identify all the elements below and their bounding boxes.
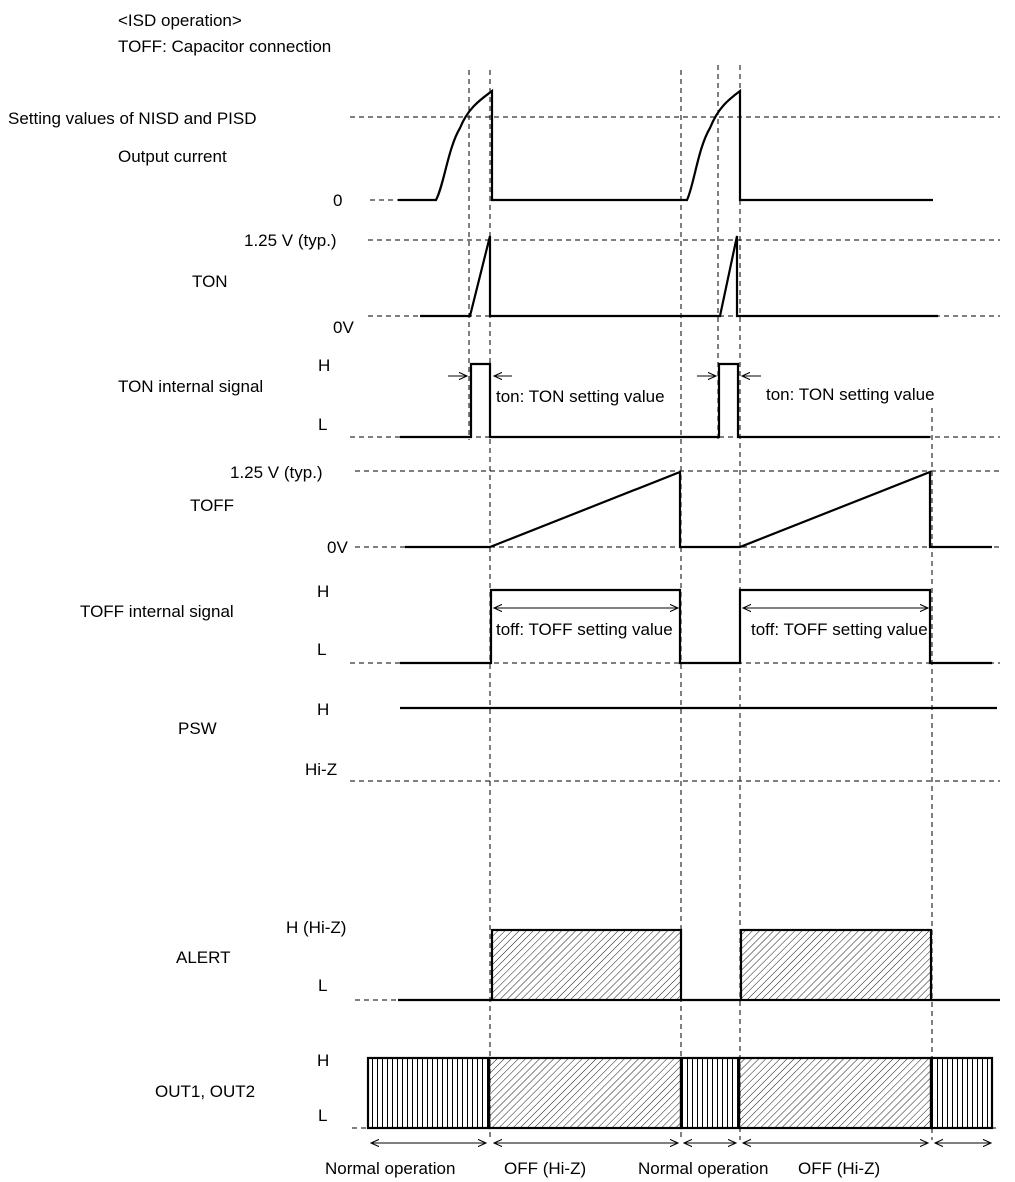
ton-internal-low-label: L	[318, 415, 327, 434]
diagram-subtitle: TOFF: Capacitor connection	[118, 37, 331, 56]
diagram-title: <ISD operation>	[118, 11, 242, 30]
alert-low-label: L	[318, 976, 327, 995]
out-normal-block-1	[366, 1056, 491, 1130]
out-high-label: H	[317, 1051, 329, 1070]
phase-label-off-1: OFF (Hi-Z)	[504, 1159, 586, 1178]
ton-label: TON	[192, 272, 228, 291]
alert-hiz-block-2	[739, 928, 933, 1002]
toff-annotation-2: toff: TOFF setting value	[751, 620, 928, 639]
ton-annotation-2: ton: TON setting value	[766, 385, 935, 404]
ton-internal-waveform	[400, 362, 930, 439]
ton-internal-trace: H TON internal signal L ton: TON setting…	[118, 356, 1000, 439]
alert-hiz-block-1	[490, 928, 683, 1002]
phase-label-off-2: OFF (Hi-Z)	[798, 1159, 880, 1178]
toff-label: TOFF	[190, 496, 234, 515]
output-current-waveform	[398, 88, 933, 202]
toff-zero-label: 0V	[327, 538, 348, 557]
toff-high-label: 1.25 V (typ.)	[230, 463, 323, 482]
out-trace: H OUT1, OUT2 L	[155, 1051, 1000, 1130]
out-label: OUT1, OUT2	[155, 1082, 255, 1101]
out-normal-block-2	[679, 1056, 741, 1130]
ton-zero-label: 0V	[333, 318, 354, 337]
toff-trace: 1.25 V (typ.) TOFF 0V	[190, 463, 1000, 557]
ton-high-label: 1.25 V (typ.)	[244, 231, 337, 250]
psw-label: PSW	[178, 719, 217, 738]
psw-high-label: H	[317, 700, 329, 719]
output-current-trace: Setting values of NISD and PISD Output c…	[8, 88, 1000, 210]
ton-waveform	[420, 235, 938, 318]
output-current-zero-label: 0	[333, 191, 342, 210]
psw-trace: H PSW Hi-Z	[178, 700, 1000, 782]
phase-legend: Normal operation OFF (Hi-Z) Normal opera…	[325, 1143, 991, 1178]
toff-annotation-1: toff: TOFF setting value	[496, 620, 673, 639]
out-off-block-1	[487, 1056, 683, 1130]
toff-internal-label: TOFF internal signal	[80, 602, 234, 621]
output-current-label: Output current	[118, 147, 227, 166]
alert-high-label: H (Hi-Z)	[286, 918, 346, 937]
out-low-label: L	[318, 1106, 327, 1125]
ton-internal-label: TON internal signal	[118, 377, 263, 396]
alert-label: ALERT	[176, 948, 231, 967]
ton-internal-high-label: H	[318, 356, 330, 375]
alert-trace: H (Hi-Z) ALERT L	[176, 918, 1000, 1002]
toff-internal-low-label: L	[317, 640, 326, 659]
output-current-high-label: Setting values of NISD and PISD	[8, 109, 257, 128]
psw-low-label: Hi-Z	[305, 760, 337, 779]
out-normal-block-3	[929, 1056, 994, 1130]
phase-label-normal-1: Normal operation	[325, 1159, 455, 1178]
toff-waveform	[405, 470, 992, 549]
phase-label-normal-2: Normal operation	[638, 1159, 768, 1178]
out-off-block-2	[737, 1056, 933, 1130]
toff-internal-waveform	[400, 588, 992, 665]
toff-internal-high-label: H	[317, 582, 329, 601]
toff-internal-trace: H TOFF internal signal L toff: TOFF sett…	[80, 582, 1000, 665]
ton-annotation-1: ton: TON setting value	[496, 387, 665, 406]
ton-trace: 1.25 V (typ.) TON 0V	[192, 231, 1000, 337]
